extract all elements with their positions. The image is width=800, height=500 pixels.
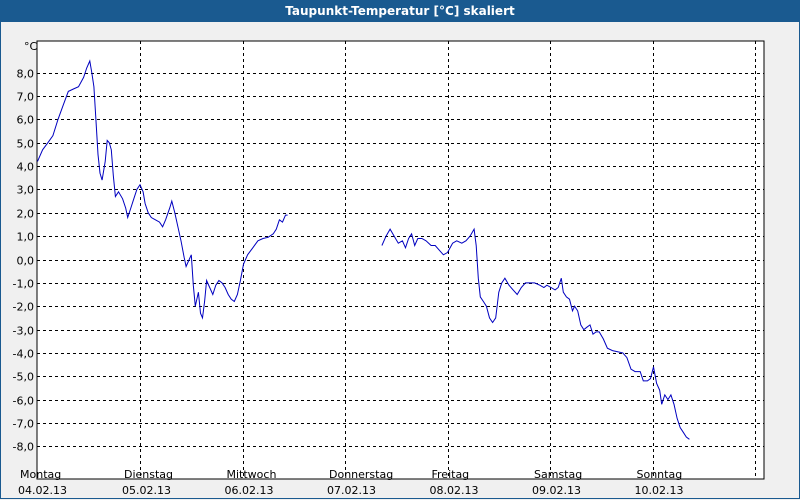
- y-tick-label: -1,0: [13, 278, 34, 291]
- x-tick-labels: Montag 04.02.13 Dienstag 05.02.13 Mittwoch 06…: [18, 468, 683, 497]
- y-tick-label: 3,0: [17, 184, 35, 197]
- chart-title: Taupunkt-Temperatur [°C] skaliert: [0, 0, 800, 22]
- x-tick-day: Freitag: [432, 468, 470, 481]
- x-tick-date: 10.02.13: [635, 484, 684, 497]
- y-tick-label: 7,0: [17, 91, 35, 104]
- y-tick-label: 8,0: [17, 68, 35, 81]
- x-tick-day: Donnerstag: [329, 468, 393, 481]
- y-tick-label: -6,0: [13, 395, 34, 408]
- y-tick-label: 6,0: [17, 114, 35, 127]
- y-tick-label: -5,0: [13, 371, 34, 384]
- y-tick-label: -8,0: [13, 441, 34, 454]
- x-tick-day: Samstag: [534, 468, 582, 481]
- x-tick-date: 07.02.13: [327, 484, 376, 497]
- x-tick-date: 08.02.13: [430, 484, 479, 497]
- y-tick-label: -2,0: [13, 301, 34, 314]
- series-group: [37, 59, 690, 440]
- x-tick-day: Dienstag: [124, 468, 173, 481]
- x-tick-day: Montag: [20, 468, 61, 481]
- x-tick-date: 05.02.13: [122, 484, 171, 497]
- y-tick-label: 2,0: [17, 208, 35, 221]
- x-tick-day: Mittwoch: [227, 468, 277, 481]
- x-tick-date: 04.02.13: [18, 484, 67, 497]
- grid-lines: [37, 41, 764, 479]
- y-tick-label: 5,0: [17, 138, 35, 151]
- y-tick-labels: 8,0 7,0 6,0 5,0 4,0 3,0 2,0 1,0 0,0 -1,0 -2,0 -3,0 -…: [13, 68, 34, 454]
- x-tick-date: 06.02.13: [225, 484, 274, 497]
- y-tick-label: 1,0: [17, 231, 35, 244]
- chart-canvas: °C 8,0 7,0 6,0 5,0 4,0 3,0 2,0 1,0 0,0 -1,0 -2,0 -3…: [13, 40, 765, 497]
- y-tick-label: 4,0: [17, 161, 35, 174]
- y-tick-label: 0,0: [17, 255, 35, 268]
- series-line-segment-1: [37, 59, 288, 320]
- series-line-segment-2: [381, 227, 690, 440]
- y-tick-label: -4,0: [13, 348, 34, 361]
- y-tick-label: -7,0: [13, 418, 34, 431]
- y-tick-label: -3,0: [13, 325, 34, 338]
- y-axis-label: °C: [24, 40, 38, 53]
- x-tick-date: 09.02.13: [532, 484, 581, 497]
- x-tick-day: Sonntag: [637, 468, 683, 481]
